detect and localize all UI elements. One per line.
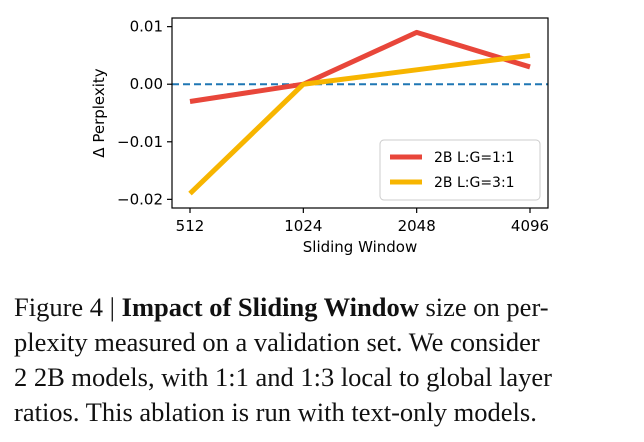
- x-tick-label: 2048: [398, 217, 436, 235]
- series-line-1: [189, 29, 531, 104]
- x-tick-label: 1024: [284, 217, 322, 235]
- plot-area: [171, 17, 549, 209]
- caption-line-2: plexity measured on a validation set. We…: [14, 327, 540, 357]
- legend: 2B L:G=1:1 2B L:G=3:1: [379, 139, 541, 201]
- legend-box: [379, 139, 541, 201]
- plot-frame: [171, 17, 549, 209]
- x-axis-label: Sliding Window: [303, 238, 418, 256]
- caption-bold: Impact of Sliding Window: [121, 292, 419, 322]
- y-axis-ticks: 0.01 0.00 −0.01 −0.02: [117, 18, 172, 208]
- y-tick-label: −0.01: [117, 133, 163, 151]
- y-axis-label: Δ Perplexity: [90, 68, 108, 158]
- caption-line-4: ratios. This ablation is run with text-o…: [14, 397, 537, 427]
- y-tick-label: 0.00: [130, 75, 163, 93]
- caption-prefix: Figure 4 |: [14, 292, 122, 322]
- series-line-2: [188, 52, 531, 196]
- x-axis-ticks: 512 1024 2048 4096: [176, 208, 549, 235]
- x-tick-label: 512: [176, 217, 205, 235]
- y-tick-label: 0.01: [130, 18, 163, 36]
- legend-label-2: 2B L:G=3:1: [434, 175, 515, 191]
- caption-line-3: 2 2B models, with 1:1 and 1:3 local to g…: [14, 362, 553, 392]
- figure-caption: Figure 4 | Impact of Sliding Window size…: [14, 290, 636, 430]
- y-tick-label: −0.02: [117, 190, 163, 208]
- caption-line-1: Figure 4 | Impact of Sliding Window size…: [14, 290, 636, 325]
- caption-line1-rest: size on per-: [418, 292, 549, 322]
- legend-label-1: 2B L:G=1:1: [434, 150, 515, 166]
- x-tick-label: 4096: [511, 217, 549, 235]
- sliding-window-chart: 0.01 0.00 −0.01 −0.02 512 1024 2048 4096 Slidi…: [90, 17, 549, 256]
